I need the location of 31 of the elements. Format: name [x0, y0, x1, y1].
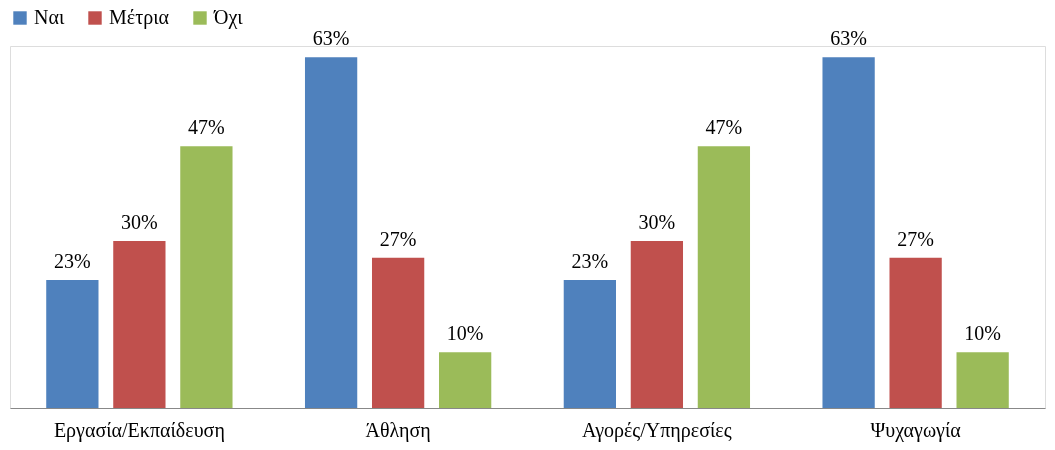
x-tick-label: Άθληση: [365, 418, 431, 442]
bar: [180, 146, 233, 408]
legend-label: Ναι: [34, 6, 65, 28]
data-label: 30%: [638, 210, 676, 233]
data-label: 30%: [121, 210, 158, 233]
data-label: 63%: [830, 27, 867, 50]
bar: [956, 352, 1009, 408]
bar: [113, 240, 166, 408]
bar: [563, 279, 616, 408]
data-label: 63%: [312, 27, 350, 50]
bar: [630, 240, 684, 408]
legend-label: Όχι: [213, 6, 244, 29]
bar: [304, 57, 358, 408]
bar: [46, 279, 99, 408]
bar: [439, 352, 492, 408]
data-label: 10%: [446, 322, 484, 345]
data-label: 23%: [54, 249, 91, 272]
data-label: 10%: [964, 322, 1001, 345]
data-label: 23%: [571, 249, 609, 272]
data-label: 47%: [705, 116, 743, 139]
legend-label: Μέτρια: [109, 6, 170, 29]
bar: [371, 257, 425, 408]
bar: [822, 57, 875, 408]
x-tick-label: Ψυχαγωγία: [870, 418, 962, 442]
data-label: 27%: [379, 227, 417, 250]
x-tick-label: Εργασία/Εκπαίδευση: [53, 418, 225, 442]
data-label: 27%: [897, 227, 934, 250]
data-label: 47%: [188, 116, 225, 139]
bar: [889, 257, 942, 408]
x-tick-label: Αγορές/Υπηρεσίες: [582, 418, 732, 442]
bar: [697, 146, 751, 408]
